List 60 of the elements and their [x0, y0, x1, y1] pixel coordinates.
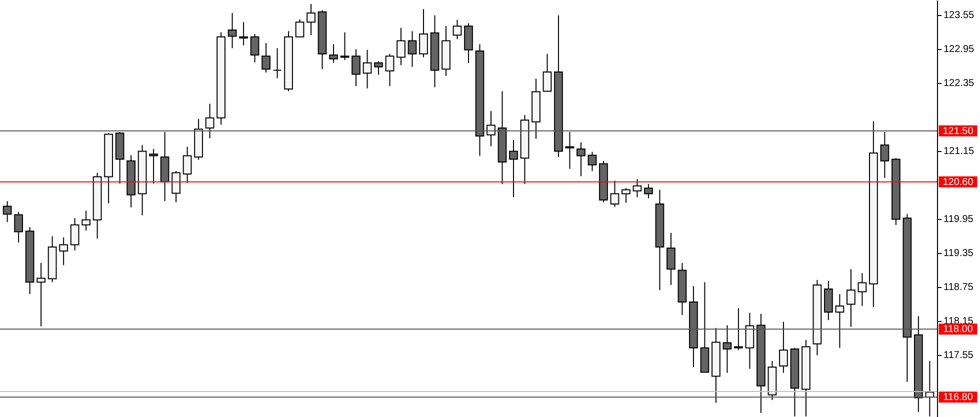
candlestick [734, 308, 743, 351]
y-tick-label: 122.35 [944, 78, 975, 90]
ref-line-label: 118.00 [943, 324, 974, 336]
candlestick [59, 236, 68, 266]
candlestick [632, 178, 642, 198]
ref-line-label: 120.60 [942, 176, 974, 188]
ref-line-label: 116.80 [943, 392, 974, 404]
candlestick [722, 324, 732, 374]
candlestick [666, 232, 676, 286]
candlestick [779, 321, 788, 374]
candlestick [182, 146, 192, 184]
candlestick [486, 110, 496, 147]
candlestick [824, 280, 833, 321]
candlestick [340, 32, 350, 61]
candlestick [295, 18, 304, 38]
candlestick [262, 42, 270, 74]
y-tick-label: 122.95 [944, 44, 975, 56]
candlestick [452, 19, 462, 40]
candlestick [306, 3, 316, 36]
y-tick-label: 123.55 [944, 10, 975, 22]
candlestick [2, 200, 12, 223]
candlestick [82, 210, 90, 232]
candlestick [835, 294, 844, 348]
candlestick [396, 27, 406, 66]
candlestick [272, 48, 282, 79]
y-tick-label: 117.55 [944, 350, 974, 362]
candlestick [858, 272, 867, 306]
candlestick [846, 268, 856, 328]
candlestick [419, 8, 428, 58]
candlestick [622, 188, 630, 204]
candlestick [70, 218, 80, 251]
candlestick [14, 211, 23, 243]
candlestick [588, 151, 597, 172]
candlestick [329, 44, 338, 64]
candlestick [408, 30, 417, 68]
ref-line-label: 121.50 [942, 126, 974, 137]
candlestick [374, 60, 383, 76]
candlestick [36, 262, 46, 327]
candlestick [644, 184, 653, 199]
candlestick [362, 49, 372, 89]
candlestick [172, 170, 180, 203]
candlestick [205, 103, 214, 139]
candlestick [149, 148, 158, 184]
candlestick [464, 22, 473, 64]
candlestick [385, 53, 394, 87]
candlestick [542, 53, 552, 92]
candlestick [610, 180, 620, 208]
candlestick [352, 48, 360, 87]
candlestick [250, 33, 260, 63]
candlestick [509, 139, 518, 198]
y-tick-label: 118.75 [944, 282, 974, 294]
y-tick-label: 119.35 [944, 248, 974, 260]
candlestick [880, 132, 890, 178]
candlestick [565, 132, 574, 170]
y-tick-label: 121.15 [944, 146, 975, 158]
candlestick [745, 312, 754, 370]
candlestick [228, 12, 237, 49]
y-tick-label: 119.95 [944, 214, 974, 226]
candlestick [239, 22, 248, 46]
candlestick [576, 142, 586, 177]
